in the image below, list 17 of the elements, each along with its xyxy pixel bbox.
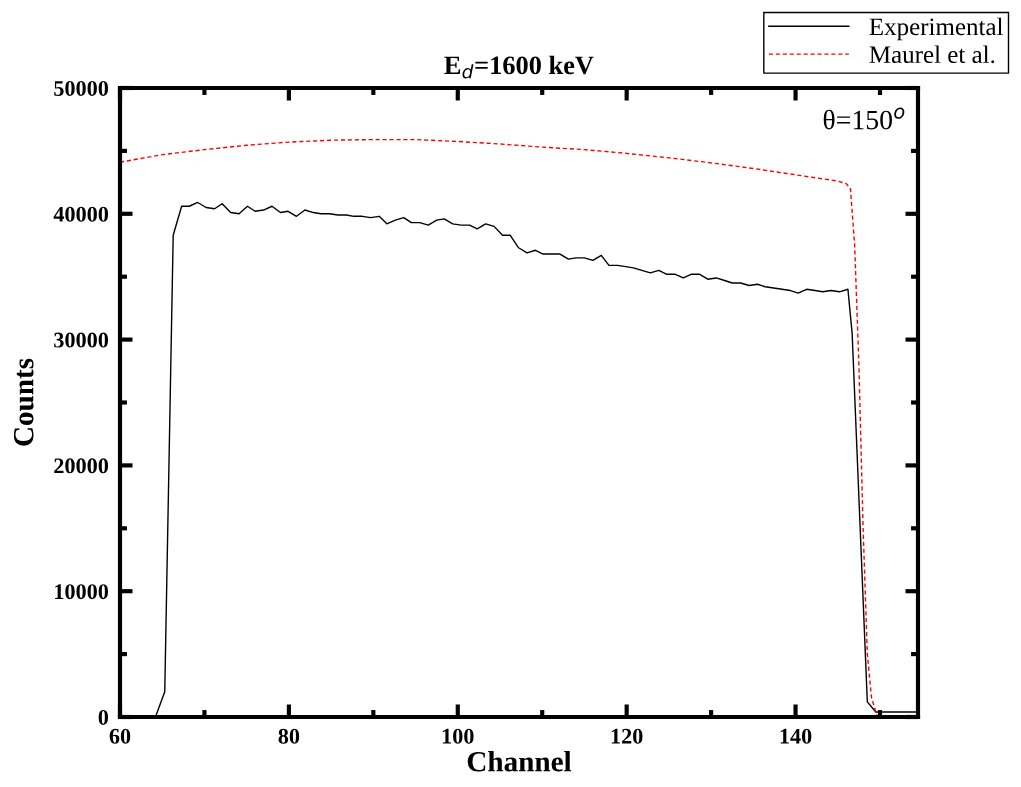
y-tick-label: 0 [98,709,109,725]
x-tick-label: 80 [278,728,300,744]
y-axis-title: Counts [13,358,34,446]
x-tick-label: 60 [109,728,131,744]
legend-label: Experimental [869,17,1003,41]
y-tick-label: 20000 [54,458,109,474]
x-tick-label: 120 [611,728,643,744]
y-tick-label: 50000 [54,80,109,96]
y-tick-label: 40000 [53,206,109,222]
y-tick-label: 10000 [55,584,109,600]
legend-label: Maurel et al. [869,45,995,64]
x-tick-label: 100 [442,728,474,744]
x-axis-title: Channel [467,751,572,772]
annotation: θ=150$^{o}$ [823,107,905,130]
y-tick-label: 30000 [54,332,109,348]
x-tick-label: 140 [780,728,812,744]
chart-title: E$_{d}$=1600 keV [444,55,594,79]
